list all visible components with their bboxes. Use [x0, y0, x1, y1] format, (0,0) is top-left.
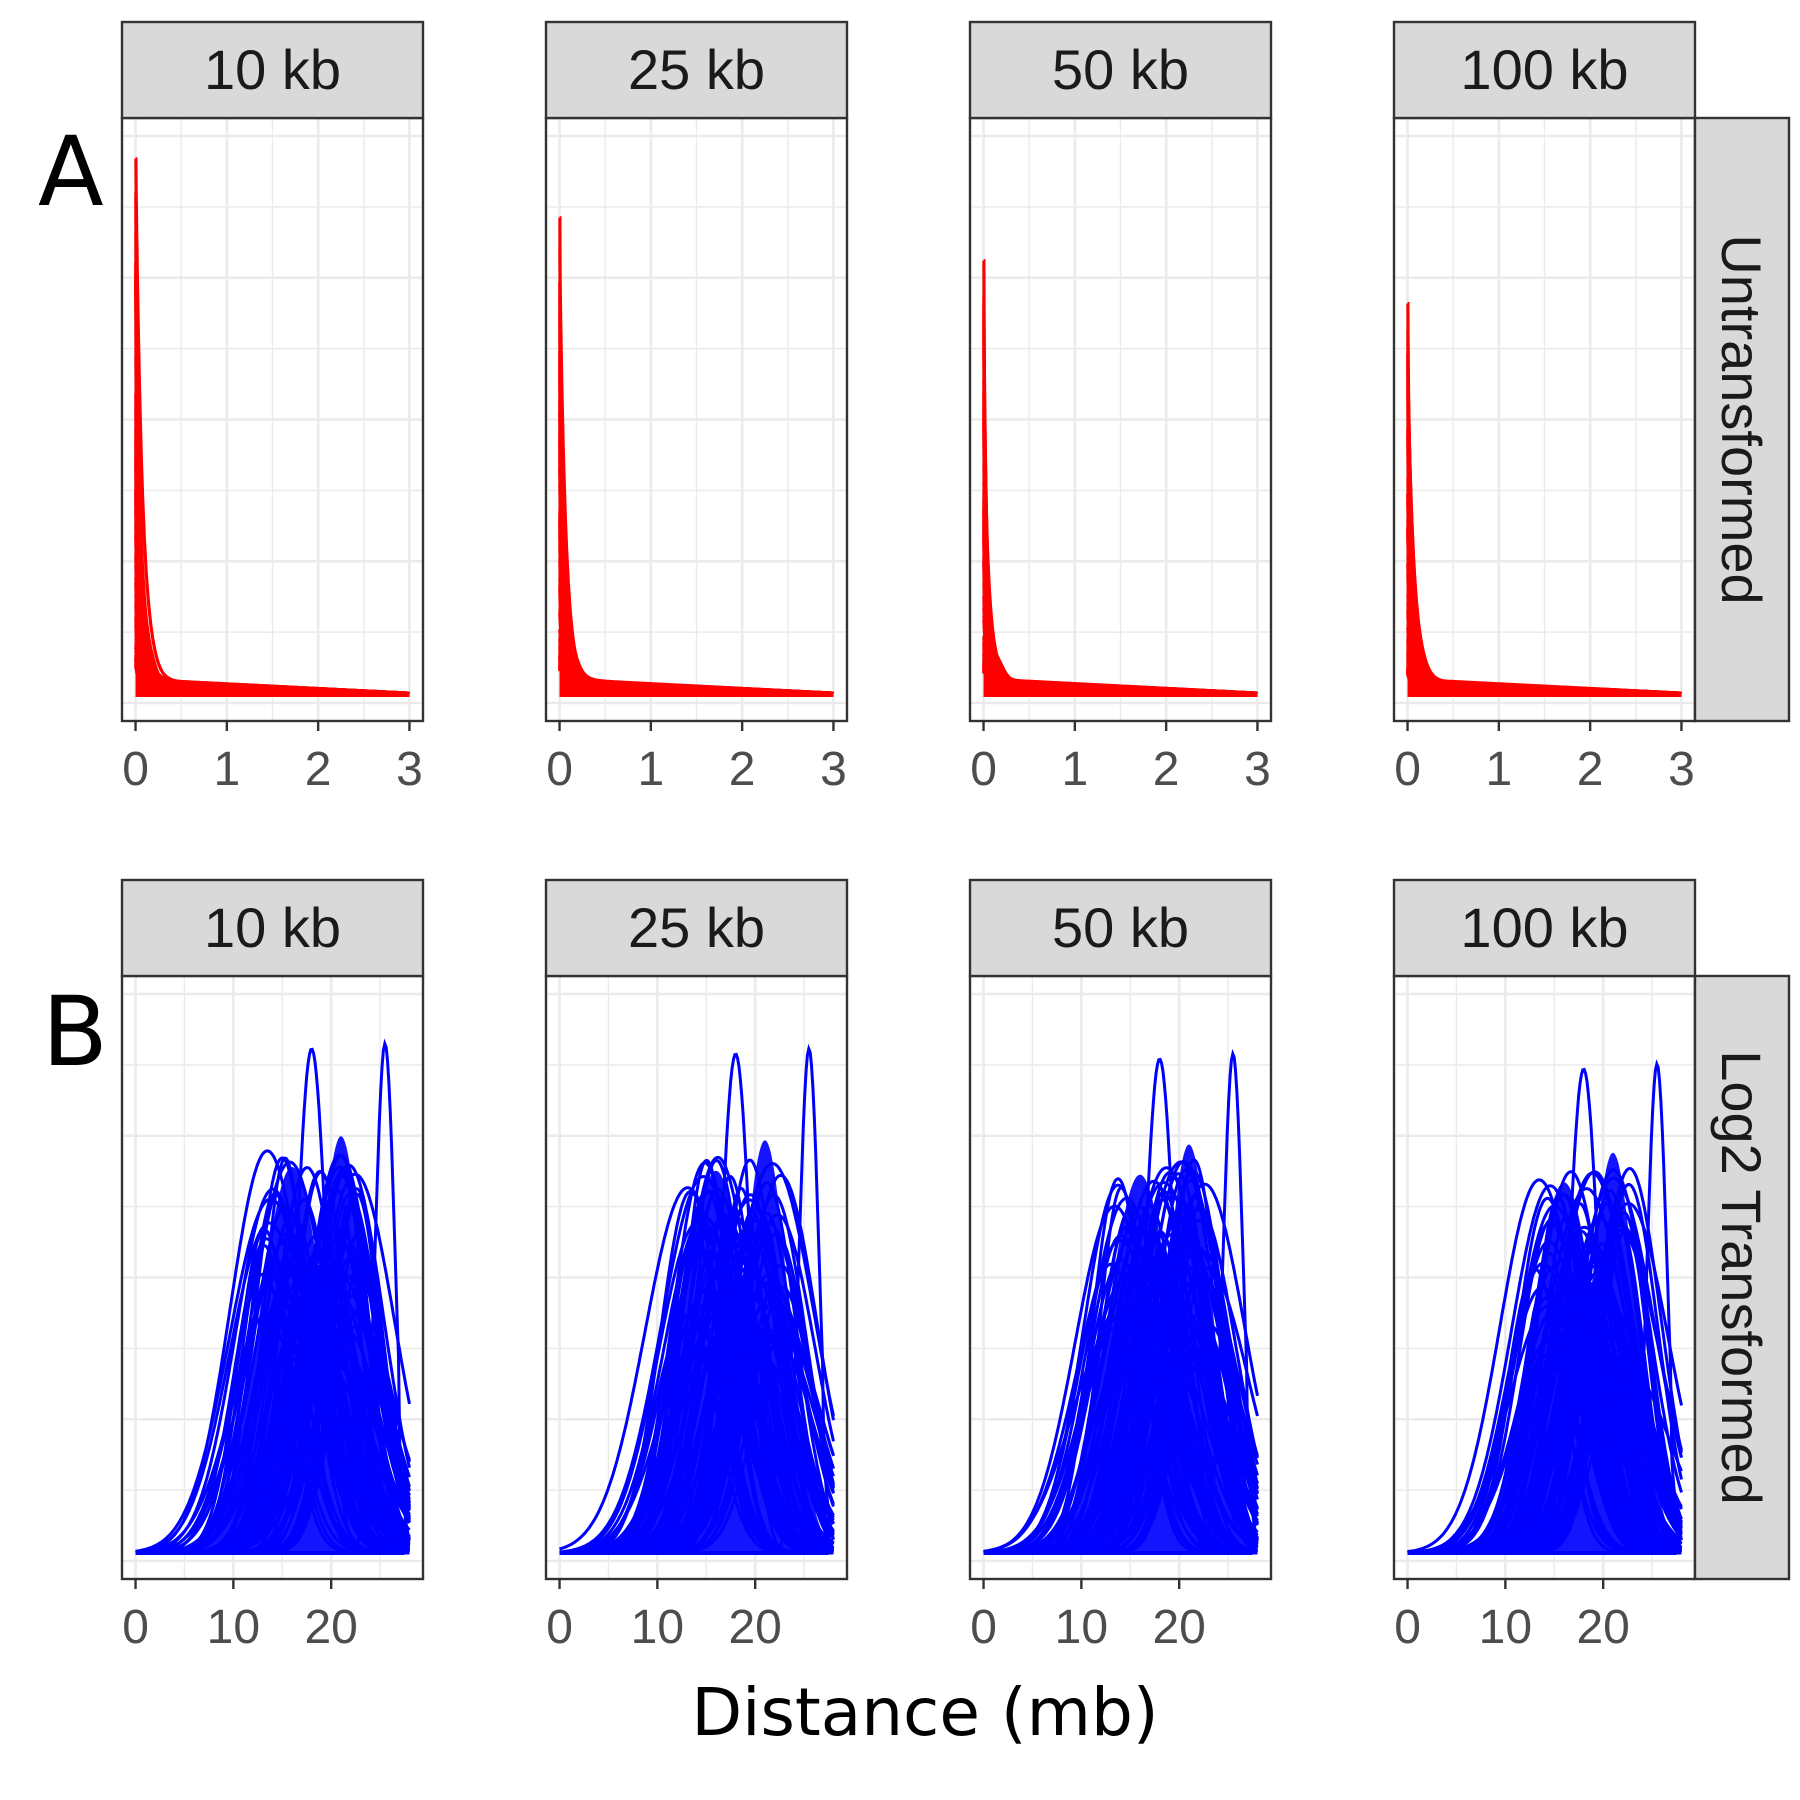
facet-panel-log2-2: 50 kb 0 10 20: [968, 878, 1273, 1654]
x-tick-label: 1: [1485, 743, 1512, 796]
facet-strip: [1392, 20, 1697, 120]
x-tick-label: 2: [729, 743, 756, 796]
x-tick-label: 2: [1577, 743, 1604, 796]
facet-strip: [120, 878, 425, 978]
density-envelope: [983, 1144, 1258, 1553]
facet-strip-label: 10 kb: [204, 896, 341, 959]
density-band: [135, 529, 410, 695]
x-tick-label: 10: [1479, 1601, 1532, 1654]
x-tick-label: 0: [970, 743, 997, 796]
density-curves: [135, 1038, 411, 1555]
facet-panel-untransformed-2: 50 kb 0 1 2 3: [968, 20, 1273, 796]
facet-strip-label: 25 kb: [628, 38, 765, 101]
facet-strip-label: 100 kb: [1460, 896, 1628, 959]
x-tick-label: 3: [1668, 743, 1695, 796]
x-tick-label: 0: [970, 1601, 997, 1654]
facet-panel-log2-1: 25 kb 0 10 20: [544, 878, 849, 1654]
x-tick-label: 3: [820, 743, 847, 796]
x-tick-label: 1: [637, 743, 664, 796]
x-tick-label: 3: [1244, 743, 1271, 796]
density-curves: [559, 1043, 835, 1555]
x-tick-label: 2: [305, 743, 332, 796]
x-tick-label: 2: [1153, 743, 1180, 796]
density-curves: [983, 1048, 1259, 1555]
facet-panel-log2-0: 10 kb 0 10 20: [120, 878, 425, 1654]
density-envelope: [559, 1140, 834, 1553]
density-envelope: [1407, 1152, 1682, 1553]
density-band: [559, 546, 834, 695]
x-axis-label: Distance (mb): [691, 1674, 1158, 1751]
row-strip-label: Untransformed: [1710, 234, 1773, 604]
facet-strip: [544, 878, 849, 978]
row-strip: [1693, 116, 1791, 723]
facet-strip-label: 50 kb: [1052, 38, 1189, 101]
panel-label-a: A: [38, 116, 104, 228]
density-curves: [558, 216, 834, 697]
x-tick-label: 0: [1394, 1601, 1421, 1654]
x-tick-label: 0: [122, 1601, 149, 1654]
facet-strip: [968, 878, 1273, 978]
facet-strip-label: 100 kb: [1460, 38, 1628, 101]
density-band: [1407, 570, 1682, 695]
panel-label-b: B: [42, 976, 108, 1088]
x-tick-label: 20: [1152, 1601, 1205, 1654]
x-tick-label: 20: [1576, 1601, 1629, 1654]
facet-panel-untransformed-1: 25 kb 0 1 2 3: [544, 20, 849, 796]
facet-strip-label: 50 kb: [1052, 896, 1189, 959]
facet-panel-log2-3: 100 kb 0 10 20: [1392, 878, 1697, 1654]
x-tick-label: 1: [1061, 743, 1088, 796]
density-band: [983, 558, 1258, 695]
x-tick-label: 0: [546, 1601, 573, 1654]
facet-panel-untransformed-3: 100 kb 0 1 2 3: [1392, 20, 1697, 796]
row-strip: [1693, 974, 1791, 1581]
facet-strip: [1392, 878, 1697, 978]
facet-strip-label: 25 kb: [628, 896, 765, 959]
density-curves: [134, 157, 410, 697]
x-tick-label: 0: [546, 743, 573, 796]
facet-strip: [120, 20, 425, 120]
x-tick-label: 0: [122, 743, 149, 796]
density-curves: [1407, 1059, 1683, 1555]
facet-strip: [968, 20, 1273, 120]
density-curves: [1406, 302, 1682, 697]
x-tick-label: 20: [728, 1601, 781, 1654]
facet-strip: [544, 20, 849, 120]
x-tick-label: 10: [207, 1601, 260, 1654]
density-envelope: [135, 1136, 410, 1553]
row-strip-untransformed: Untransformed: [1693, 116, 1791, 723]
x-tick-label: 10: [631, 1601, 684, 1654]
x-tick-label: 3: [396, 743, 423, 796]
density-curves: [982, 259, 1258, 697]
x-tick-label: 1: [213, 743, 240, 796]
x-tick-label: 0: [1394, 743, 1421, 796]
x-tick-label: 10: [1055, 1601, 1108, 1654]
panels: 10 kb 0 1 2 3 25 kb 0 1 2 3 50 kb 0 1 2 3 100 kb 0 1 2 3 Unt…: [120, 20, 1791, 1654]
x-tick-label: 20: [304, 1601, 357, 1654]
row-strip-log2: Log2 Transformed: [1693, 974, 1791, 1581]
facet-panel-untransformed-0: 10 kb 0 1 2 3: [120, 20, 425, 796]
facet-strip-label: 10 kb: [204, 38, 341, 101]
row-strip-label: Log2 Transformed: [1710, 1050, 1773, 1504]
